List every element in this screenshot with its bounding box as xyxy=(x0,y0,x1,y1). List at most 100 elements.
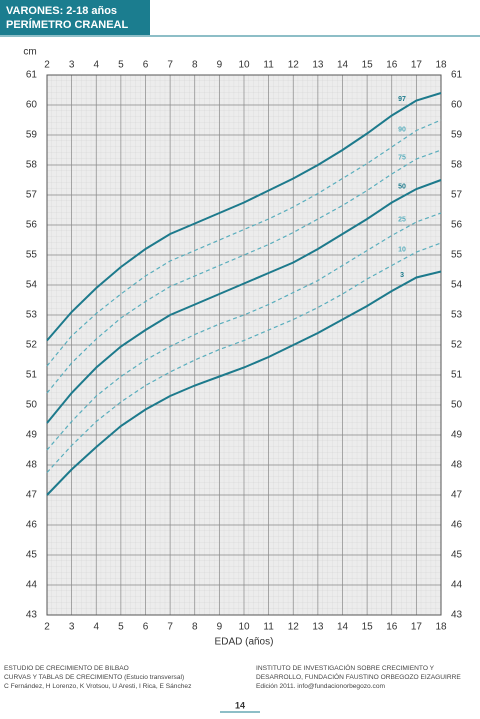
x-tick-label: 2 xyxy=(44,60,50,71)
footer-text: INSTITUTO DE INVESTIGACIÓN SOBRE CRECIMI… xyxy=(256,663,435,672)
y-tick-label: 54 xyxy=(26,280,38,291)
y-tick-label: 43 xyxy=(451,610,463,621)
x-tick-label: 15 xyxy=(362,622,374,633)
y-tick-label: 57 xyxy=(451,190,463,201)
y-tick-label: 51 xyxy=(451,370,463,381)
y-tick-label: 56 xyxy=(451,220,463,231)
percentile-line xyxy=(46,270,442,496)
x-tick-label: 10 xyxy=(238,60,250,71)
y-tick-label: 52 xyxy=(26,340,38,351)
y-tick-label: 58 xyxy=(451,160,463,171)
percentile-line xyxy=(46,149,442,394)
y-tick-label: 47 xyxy=(26,490,38,501)
x-tick-label: 4 xyxy=(93,60,99,71)
y-tick-label: 56 xyxy=(26,220,38,231)
y-tick-label: 46 xyxy=(26,520,38,531)
series-label: 25 xyxy=(398,217,406,224)
x-tick-label: 15 xyxy=(362,60,374,71)
y-tick-label: 48 xyxy=(451,460,463,471)
y-tick-label: 45 xyxy=(451,550,463,561)
y-tick-label: 58 xyxy=(26,160,38,171)
percentile-line xyxy=(46,212,442,451)
x-tick-label: 9 xyxy=(217,60,223,71)
y-tick-label: 57 xyxy=(26,190,38,201)
x-tick-label: 11 xyxy=(263,60,274,71)
x-tick-label: 8 xyxy=(192,622,198,633)
plot-border xyxy=(46,74,442,616)
x-tick-label: 12 xyxy=(288,622,300,633)
y-tick-label: 53 xyxy=(26,310,38,321)
y-tick-label: 47 xyxy=(451,490,463,501)
x-tick-label: 18 xyxy=(435,622,447,633)
footer-text: DESARROLLO, FUNDACIÓN FAUSTINO ORBEGOZO … xyxy=(256,672,461,681)
y-tick-label: 61 xyxy=(26,70,38,81)
y-tick-label: 46 xyxy=(451,520,463,531)
x-tick-label: 2 xyxy=(44,622,50,633)
series-label: 97 xyxy=(398,96,406,103)
x-tick-label: 14 xyxy=(337,622,349,633)
chart-title: VARONES: 2-18 años xyxy=(6,5,117,17)
y-tick-label: 50 xyxy=(451,400,463,411)
x-tick-label: 9 xyxy=(217,622,223,633)
percentile-line xyxy=(46,179,442,424)
series-label: 10 xyxy=(398,247,406,254)
x-tick-label: 16 xyxy=(386,622,398,633)
chart-subtitle: PERÍMETRO CRANEAL xyxy=(6,18,129,31)
y-tick-label: 44 xyxy=(26,580,38,591)
percentile-line xyxy=(46,92,442,342)
page-number: 14 xyxy=(235,700,245,710)
x-tick-label: 12 xyxy=(288,60,300,71)
y-tick-label: 48 xyxy=(26,460,38,471)
x-tick-label: 8 xyxy=(192,60,198,71)
y-tick-label: 60 xyxy=(26,100,38,111)
header-box xyxy=(0,0,150,35)
y-tick-label: 43 xyxy=(26,610,38,621)
percentile-line xyxy=(46,242,442,473)
series-label: 90 xyxy=(398,127,406,134)
y-tick-label: 49 xyxy=(26,430,38,441)
y-tick-label: 59 xyxy=(26,130,38,141)
footer-text: ESTUDIO DE CRECIMIENTO DE BILBAO xyxy=(4,665,129,672)
y-tick-label: 45 xyxy=(26,550,38,561)
x-tick-label: 17 xyxy=(411,622,423,633)
x-axis-label: EDAD (años) xyxy=(215,637,274,648)
x-tick-label: 7 xyxy=(167,622,173,633)
x-tick-label: 18 xyxy=(435,60,447,71)
footer-text: Edición 2011. info@fundacionorbegozo.com xyxy=(256,683,386,690)
x-tick-label: 6 xyxy=(143,60,149,71)
y-tick-label: 53 xyxy=(451,310,463,321)
x-tick-label: 6 xyxy=(143,622,149,633)
series-label: 75 xyxy=(398,154,406,161)
y-tick-label: 59 xyxy=(451,130,463,141)
y-tick-label: 52 xyxy=(451,340,463,351)
x-tick-label: 10 xyxy=(238,622,250,633)
y-tick-label: 54 xyxy=(451,280,463,291)
x-tick-label: 17 xyxy=(411,60,423,71)
x-tick-label: 13 xyxy=(312,60,324,71)
x-tick-label: 7 xyxy=(167,60,173,71)
y-tick-label: 61 xyxy=(451,70,463,81)
footer-text: CURVAS Y TABLAS DE CRECIMIENTO (Estucio … xyxy=(4,674,184,681)
footer-text: C Fernández, H Lorenzo, K Vrotsou, U Are… xyxy=(4,683,191,690)
x-tick-label: 5 xyxy=(118,60,124,71)
x-tick-label: 3 xyxy=(69,622,75,633)
percentile-line xyxy=(46,119,442,367)
x-tick-label: 3 xyxy=(69,60,75,71)
x-tick-label: 5 xyxy=(118,622,124,633)
footer: ESTUDIO DE CRECIMIENTO DE BILBAO CURVAS Y… xyxy=(4,663,461,690)
y-tick-label: 55 xyxy=(451,250,463,261)
series-label: 50 xyxy=(398,184,406,191)
x-tick-label: 16 xyxy=(386,60,398,71)
x-tick-label: 11 xyxy=(263,622,274,633)
y-axis-label: cm xyxy=(23,47,36,58)
y-tick-label: 44 xyxy=(451,580,463,591)
series-label: 3 xyxy=(400,272,404,279)
y-tick-label: 50 xyxy=(26,400,38,411)
y-tick-label: 51 xyxy=(26,370,38,381)
x-tick-label: 14 xyxy=(337,60,349,71)
y-tick-label: 60 xyxy=(451,100,463,111)
y-tick-label: 49 xyxy=(451,430,463,441)
y-tick-label: 55 xyxy=(26,250,38,261)
